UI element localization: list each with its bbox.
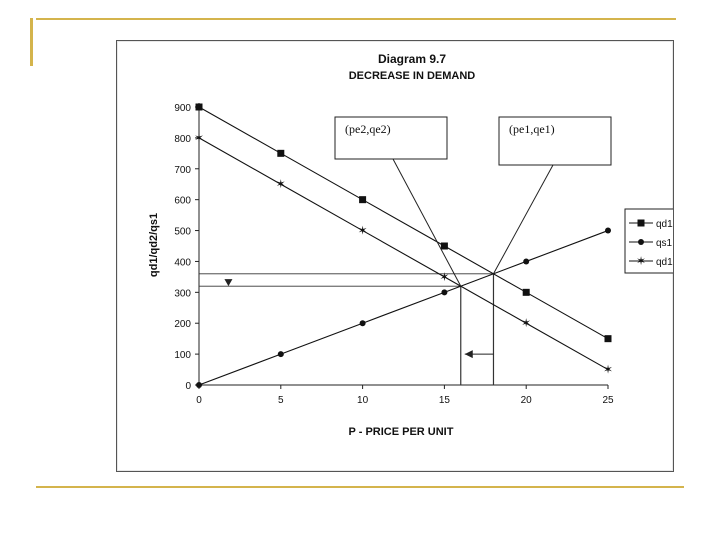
bottom-rule [36, 486, 684, 488]
qd2-point: ✶ [276, 177, 286, 191]
qd1-point [277, 149, 285, 157]
x-tick-label: 0 [196, 395, 202, 406]
plot-layer: 0 100 200 300 400 500 600 700 800 900 0 5 10 15 20 25 ✶ ✶… [174, 103, 673, 406]
y-tick-label: 600 [174, 196, 191, 207]
qs1-point [277, 351, 284, 358]
y-tick-label: 0 [185, 381, 191, 392]
y-tick-label: 400 [174, 257, 191, 268]
chart-panel: Diagram 9.7 DECREASE IN DEMAND P - PRICE… [116, 40, 674, 472]
legend-label: qd1 [656, 257, 673, 268]
left-rule [30, 18, 33, 66]
y-tick-label: 500 [174, 227, 191, 238]
chart-title: Diagram 9.7 [378, 52, 446, 66]
annotation-box [498, 116, 612, 166]
qd1-point [440, 242, 448, 250]
qs1-point [196, 382, 202, 388]
legend-label: qs1 [656, 238, 673, 249]
top-rule [36, 18, 676, 20]
qs1-point [359, 320, 366, 327]
legend-marker: ✶ [636, 254, 646, 268]
qd1-point [195, 103, 203, 111]
qd2-point: ✶ [603, 363, 613, 377]
annotation-box [334, 116, 448, 160]
qd2-point: ✶ [358, 224, 368, 238]
y-tick-label: 900 [174, 103, 191, 114]
qd2-point: ✶ [521, 316, 531, 330]
arrow-down-marker [224, 279, 233, 287]
x-tick-label: 10 [357, 395, 369, 406]
y-tick-label: 300 [174, 288, 191, 299]
chart: Diagram 9.7 DECREASE IN DEMAND P - PRICE… [148, 52, 673, 438]
annotation-pointer [493, 164, 554, 275]
y-tick-label: 100 [174, 350, 191, 361]
legend-label: qd1 [656, 219, 673, 230]
x-tick-label: 15 [439, 395, 451, 406]
y-tick-label: 700 [174, 165, 191, 176]
legend-box [624, 208, 673, 274]
chart-subtitle: DECREASE IN DEMAND [349, 70, 476, 82]
y-tick-label: 800 [174, 134, 191, 145]
arrow-left-marker [464, 350, 473, 359]
x-tick-label: 25 [602, 395, 614, 406]
y-axis-label: qd1/qd2/qs1 [148, 213, 160, 277]
x-tick-label: 20 [521, 395, 533, 406]
x-axis-label: P - PRICE PER UNIT [349, 426, 454, 438]
qd1-point [359, 196, 367, 204]
y-tick-label: 200 [174, 319, 191, 330]
legend-marker [637, 219, 645, 227]
annotation-pointer [392, 158, 462, 287]
qd1-point [522, 288, 530, 296]
series-qd1-line [198, 106, 609, 340]
series-qs1-line [198, 230, 609, 386]
qd1-point [604, 335, 612, 343]
qs1-point [441, 289, 448, 296]
annotation-label: (pe1,qe1) [509, 122, 555, 136]
qs1-point [523, 258, 530, 265]
annotation-label: (pe2,qe2) [345, 122, 391, 136]
legend-marker [638, 239, 644, 245]
x-tick-label: 5 [278, 395, 284, 406]
qd2-point: ✶ [194, 131, 204, 145]
qd2-point: ✶ [439, 270, 449, 284]
qs1-point [605, 227, 611, 234]
series-qd2-line [198, 137, 609, 371]
